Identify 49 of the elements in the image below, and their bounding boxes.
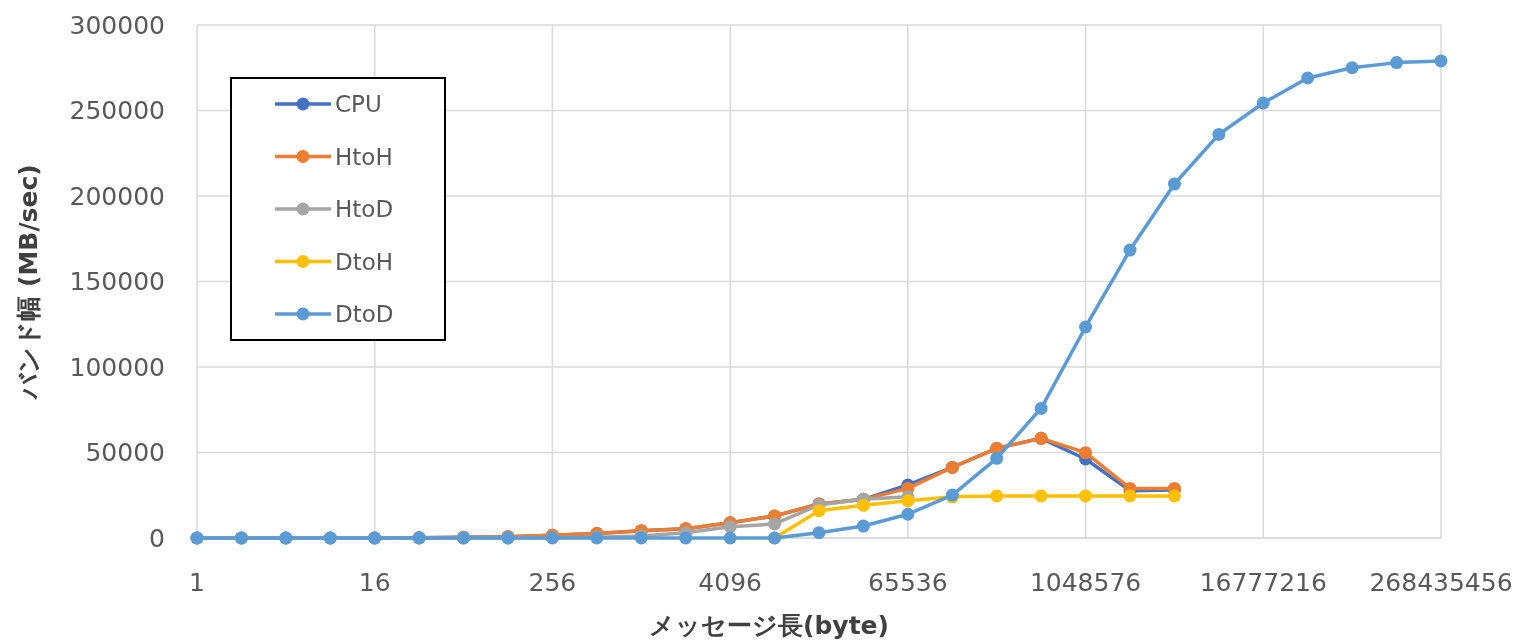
x-tick-label: 1048576 — [1029, 567, 1142, 597]
x-axis-title: メッセージ長(byte) — [649, 610, 889, 640]
point — [812, 526, 826, 540]
point — [1167, 177, 1181, 191]
point — [1256, 96, 1270, 110]
point — [1079, 320, 1093, 334]
y-tick-label: 100000 — [69, 352, 165, 382]
x-tick-label: 268435456 — [1369, 567, 1513, 597]
y-tick-label: 0 — [149, 523, 165, 553]
point — [723, 520, 737, 534]
legend-label: CPU — [335, 91, 382, 117]
point — [1212, 127, 1226, 141]
point — [1079, 446, 1093, 460]
point — [723, 531, 737, 545]
legend-label: DtoH — [335, 248, 394, 275]
x-tick-label: 4096 — [698, 567, 762, 597]
legend-label: DtoD — [335, 301, 394, 327]
point — [1123, 243, 1137, 257]
point — [856, 519, 870, 533]
point — [812, 504, 826, 518]
legend-label: HtoH — [335, 143, 393, 170]
point — [1123, 489, 1137, 503]
x-tick-label: 1 — [189, 567, 205, 597]
y-tick-label: 150000 — [69, 267, 165, 296]
point — [990, 489, 1004, 503]
point — [901, 494, 915, 508]
point — [990, 451, 1004, 465]
point — [1034, 489, 1048, 503]
x-tick-label: 16777216 — [1199, 567, 1327, 597]
point — [856, 498, 870, 512]
point — [768, 517, 782, 531]
point — [1345, 61, 1359, 75]
x-tick-label: 256 — [528, 567, 577, 597]
point — [1034, 401, 1048, 415]
x-tick-label: 16 — [358, 567, 391, 597]
point — [1434, 54, 1448, 68]
x-tick-label: 65536 — [868, 567, 948, 597]
point — [679, 531, 693, 545]
y-tick-label: 250000 — [69, 96, 165, 125]
point — [1390, 56, 1404, 70]
y-tick-label: 300000 — [69, 10, 165, 40]
point — [901, 507, 915, 521]
y-axis-title: バンド幅 (MB/sec) — [13, 164, 43, 401]
legend-label: HtoD — [335, 196, 394, 222]
y-tick-label: 50000 — [85, 438, 165, 467]
point — [1079, 489, 1093, 503]
y-tick-label: 200000 — [69, 181, 165, 211]
point — [1167, 489, 1181, 503]
point — [1301, 71, 1315, 85]
